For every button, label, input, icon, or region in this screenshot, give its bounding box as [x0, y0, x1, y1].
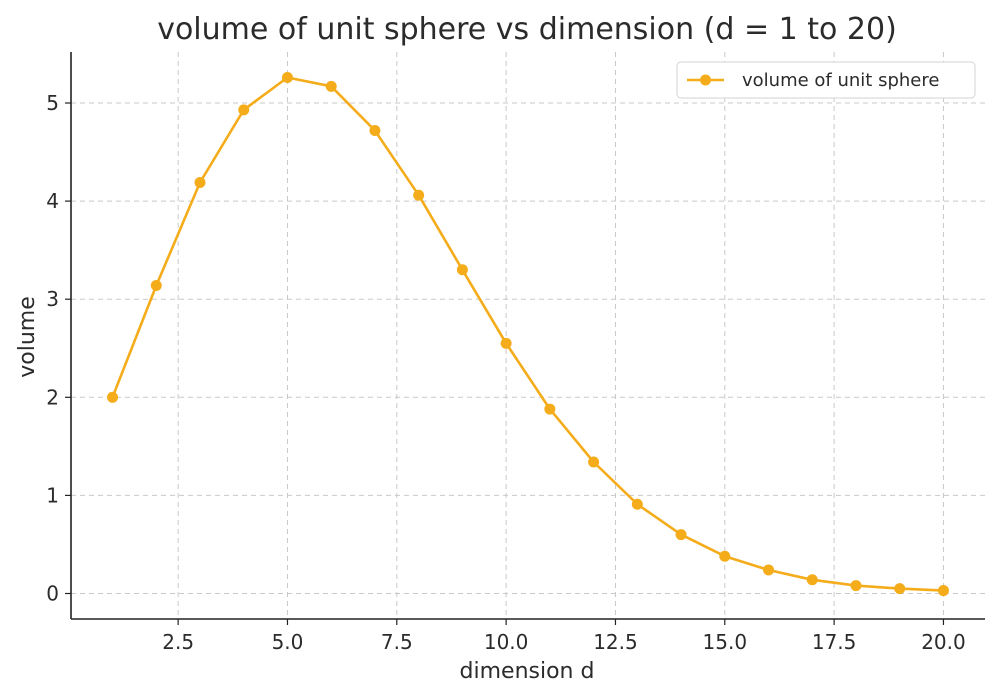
grid	[71, 52, 985, 619]
y-tick-label: 5	[46, 91, 59, 115]
legend-marker-swatch	[700, 74, 711, 86]
y-tick-label: 3	[46, 287, 59, 311]
data-point	[937, 585, 949, 597]
data-point	[107, 391, 119, 403]
y-axis-label: volume	[15, 296, 40, 378]
chart-title: volume of unit sphere vs dimension (d = …	[157, 12, 897, 47]
series-line	[111, 76, 944, 592]
x-tick-label: 2.5	[162, 630, 194, 654]
data-point	[894, 583, 906, 595]
x-tick-label: 7.5	[381, 630, 413, 654]
y-tick-label: 2	[46, 385, 59, 409]
x-tick-label: 15.0	[703, 630, 748, 654]
ticks: 2.5 5.0 7.5 10.0 12.5 15.0 17.5 20.0 0 1 2 3 4 5	[46, 91, 965, 654]
data-point	[456, 264, 468, 276]
data-point	[544, 403, 556, 415]
x-axis-label: dimension d	[460, 659, 595, 684]
data-point	[806, 574, 818, 586]
data-point	[631, 498, 643, 510]
x-tick-label: 5.0	[272, 630, 304, 654]
series-layer	[107, 72, 949, 597]
data-point	[675, 529, 687, 541]
x-tick-label: 20.0	[921, 630, 966, 654]
legend-box	[676, 61, 976, 99]
x-tick-label: 10.0	[484, 630, 529, 654]
data-point	[150, 279, 162, 291]
data-point	[369, 124, 381, 136]
y-tick-label: 1	[46, 483, 59, 507]
data-point	[763, 564, 775, 576]
x-tick-label: 12.5	[593, 630, 638, 654]
data-point	[238, 104, 250, 116]
y-tick-label: 0	[46, 581, 59, 605]
data-point	[719, 550, 731, 562]
x-tick-label: 17.5	[812, 630, 857, 654]
data-point	[850, 580, 862, 592]
legend-label: volume of unit sphere	[742, 70, 939, 91]
axes	[70, 52, 985, 620]
data-point	[588, 456, 600, 468]
data-point	[281, 72, 293, 84]
data-point	[194, 176, 206, 188]
y-tick-label: 4	[46, 189, 59, 213]
data-point	[325, 80, 337, 92]
data-point	[500, 337, 512, 349]
legend: volume of unit sphere	[676, 61, 976, 99]
data-point	[413, 189, 425, 201]
